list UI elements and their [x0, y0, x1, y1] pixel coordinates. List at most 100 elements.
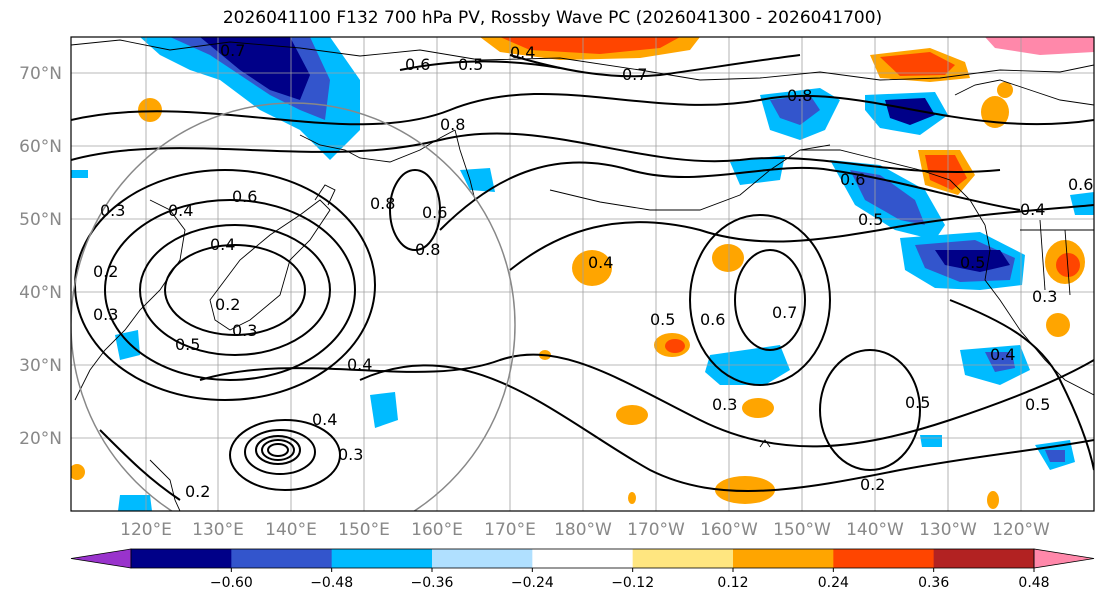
contour-label: 0.4	[312, 410, 337, 429]
contour-label: 0.3	[93, 305, 118, 324]
colorbar-extend-high	[1033, 548, 1095, 569]
contour-label: 0.4	[210, 235, 235, 254]
contour-label: 0.3	[232, 321, 257, 340]
colorbar-segment	[632, 549, 734, 568]
longitude-label: 150°W	[773, 520, 831, 540]
colorbar-tick-label: −0.36	[411, 575, 454, 591]
contour-label: 0.2	[185, 482, 210, 501]
colorbar-tick-label: 0.36	[918, 575, 949, 591]
longitude-label: 180°W	[554, 520, 612, 540]
contour-label: 0.5	[175, 335, 200, 354]
contour-label: 0.8	[440, 115, 465, 134]
contour-label: 0.6	[840, 170, 865, 189]
colorbar-tick-label: −0.60	[210, 575, 253, 591]
contour-label: 0.6	[1068, 175, 1093, 194]
strong-negative-anomaly-region	[885, 98, 935, 125]
longitude-label: 130°W	[919, 520, 977, 540]
longitude-label: 170°E	[484, 520, 536, 540]
contour-label: 0.6	[422, 203, 447, 222]
latitude-label: 50°N	[19, 210, 62, 230]
map-border	[70, 36, 1095, 512]
contour-label: 0.4	[510, 43, 535, 62]
chart-title: 2026041100 F132 700 hPa PV, Rossby Wave …	[222, 8, 883, 28]
longitude-label: 140°E	[265, 520, 317, 540]
colorbar-tick-label: 0.12	[717, 575, 748, 591]
contour-label: 0.6	[700, 310, 725, 329]
contour-label: 0.5	[905, 393, 930, 412]
contour-label: 0.8	[787, 86, 812, 105]
contour-label: 0.5	[1025, 395, 1050, 414]
contour-label: 0.7	[220, 41, 245, 60]
latitude-label: 40°N	[19, 283, 62, 303]
longitude-label: 130°E	[192, 520, 244, 540]
negative-anomaly-region	[1045, 450, 1065, 462]
contour-label: 0.3	[100, 201, 125, 220]
negative-anomaly-region	[850, 170, 925, 225]
colorbar-tick-label: −0.24	[511, 575, 554, 591]
contour-label: 0.2	[93, 262, 118, 281]
contour-label: 0.6	[405, 55, 430, 74]
positive-anomaly-region	[997, 82, 1013, 98]
longitude-label: 120°W	[992, 520, 1050, 540]
negative-anomaly-region	[370, 392, 398, 428]
colorbar-segment	[231, 549, 333, 568]
latitude-label: 30°N	[19, 356, 62, 376]
contour-label: 0.4	[168, 201, 193, 220]
contour-label: 0.3	[712, 395, 737, 414]
contour-label: 0.3	[338, 445, 363, 464]
contour-label: 0.5	[858, 210, 883, 229]
colorbar: −0.60 −0.48 −0.36 −0.24 −0.12 0.12 0.24 0.36 0.4…	[70, 548, 1095, 591]
contour-label: 0.2	[215, 295, 240, 314]
latitude-label: 20°N	[19, 429, 62, 449]
highlight-circle	[71, 102, 516, 511]
negative-anomaly-region	[118, 495, 152, 511]
colorbar-segment	[331, 549, 433, 568]
positive-anomaly-region	[987, 491, 999, 509]
colorbar-segment	[933, 549, 1035, 568]
contour-label: 0.4	[588, 253, 613, 272]
positive-anomaly-region	[712, 244, 744, 272]
negative-anomaly-region	[71, 170, 88, 178]
positive-anomaly-region	[981, 96, 1009, 128]
colorbar-segment	[733, 549, 834, 568]
positive-anomaly-region	[628, 492, 636, 504]
anomaly-shading	[71, 37, 1094, 511]
longitude-label: 160°E	[411, 520, 463, 540]
strong-negative-anomaly-region	[200, 37, 310, 100]
contour-label: 0.6	[232, 187, 257, 206]
positive-anomaly-region	[1046, 313, 1070, 337]
longitude-label: 160°W	[700, 520, 758, 540]
contour-label: 0.8	[415, 240, 440, 259]
latitude-axis: 70°N 60°N 50°N 40°N 30°N 20°N	[19, 64, 62, 449]
colorbar-tick-label: −0.48	[310, 575, 353, 591]
colorbar-tick-label: 0.48	[1018, 575, 1049, 591]
colorbar-segment	[432, 549, 533, 568]
positive-anomaly-region	[138, 98, 162, 122]
longitude-label: 120°E	[120, 520, 172, 540]
contour-label: 0.7	[622, 65, 647, 84]
negative-anomaly-region	[460, 168, 495, 192]
longitude-axis: 120°E 130°E 140°E 150°E 160°E 170°E 180°…	[120, 520, 1050, 540]
longitude-label: 150°E	[338, 520, 390, 540]
negative-anomaly-region	[730, 155, 785, 185]
strong-negative-anomaly-region	[935, 250, 1010, 272]
strong-positive-anomaly-region	[665, 339, 685, 353]
latitude-label: 70°N	[19, 64, 62, 84]
positive-anomaly-region	[572, 250, 612, 286]
colorbar-tick-label: −0.12	[611, 575, 654, 591]
negative-anomaly-region	[1070, 192, 1094, 215]
colorbar-tick-label: 0.24	[818, 575, 849, 591]
contour-label: 0.7	[772, 303, 797, 322]
positive-anomaly-region	[71, 464, 85, 480]
contour-label: 0.4	[347, 355, 372, 374]
pv-contours	[71, 54, 1094, 501]
colorbar-segment	[131, 549, 232, 568]
contour-label: 0.5	[458, 55, 483, 74]
contour-label: 0.4	[990, 345, 1015, 364]
contour-label: 0.5	[650, 310, 675, 329]
negative-anomaly-region	[985, 352, 1015, 372]
colorbar-segment	[532, 549, 634, 568]
negative-anomaly-region	[770, 95, 820, 125]
colorbar-extend-low	[70, 548, 132, 569]
